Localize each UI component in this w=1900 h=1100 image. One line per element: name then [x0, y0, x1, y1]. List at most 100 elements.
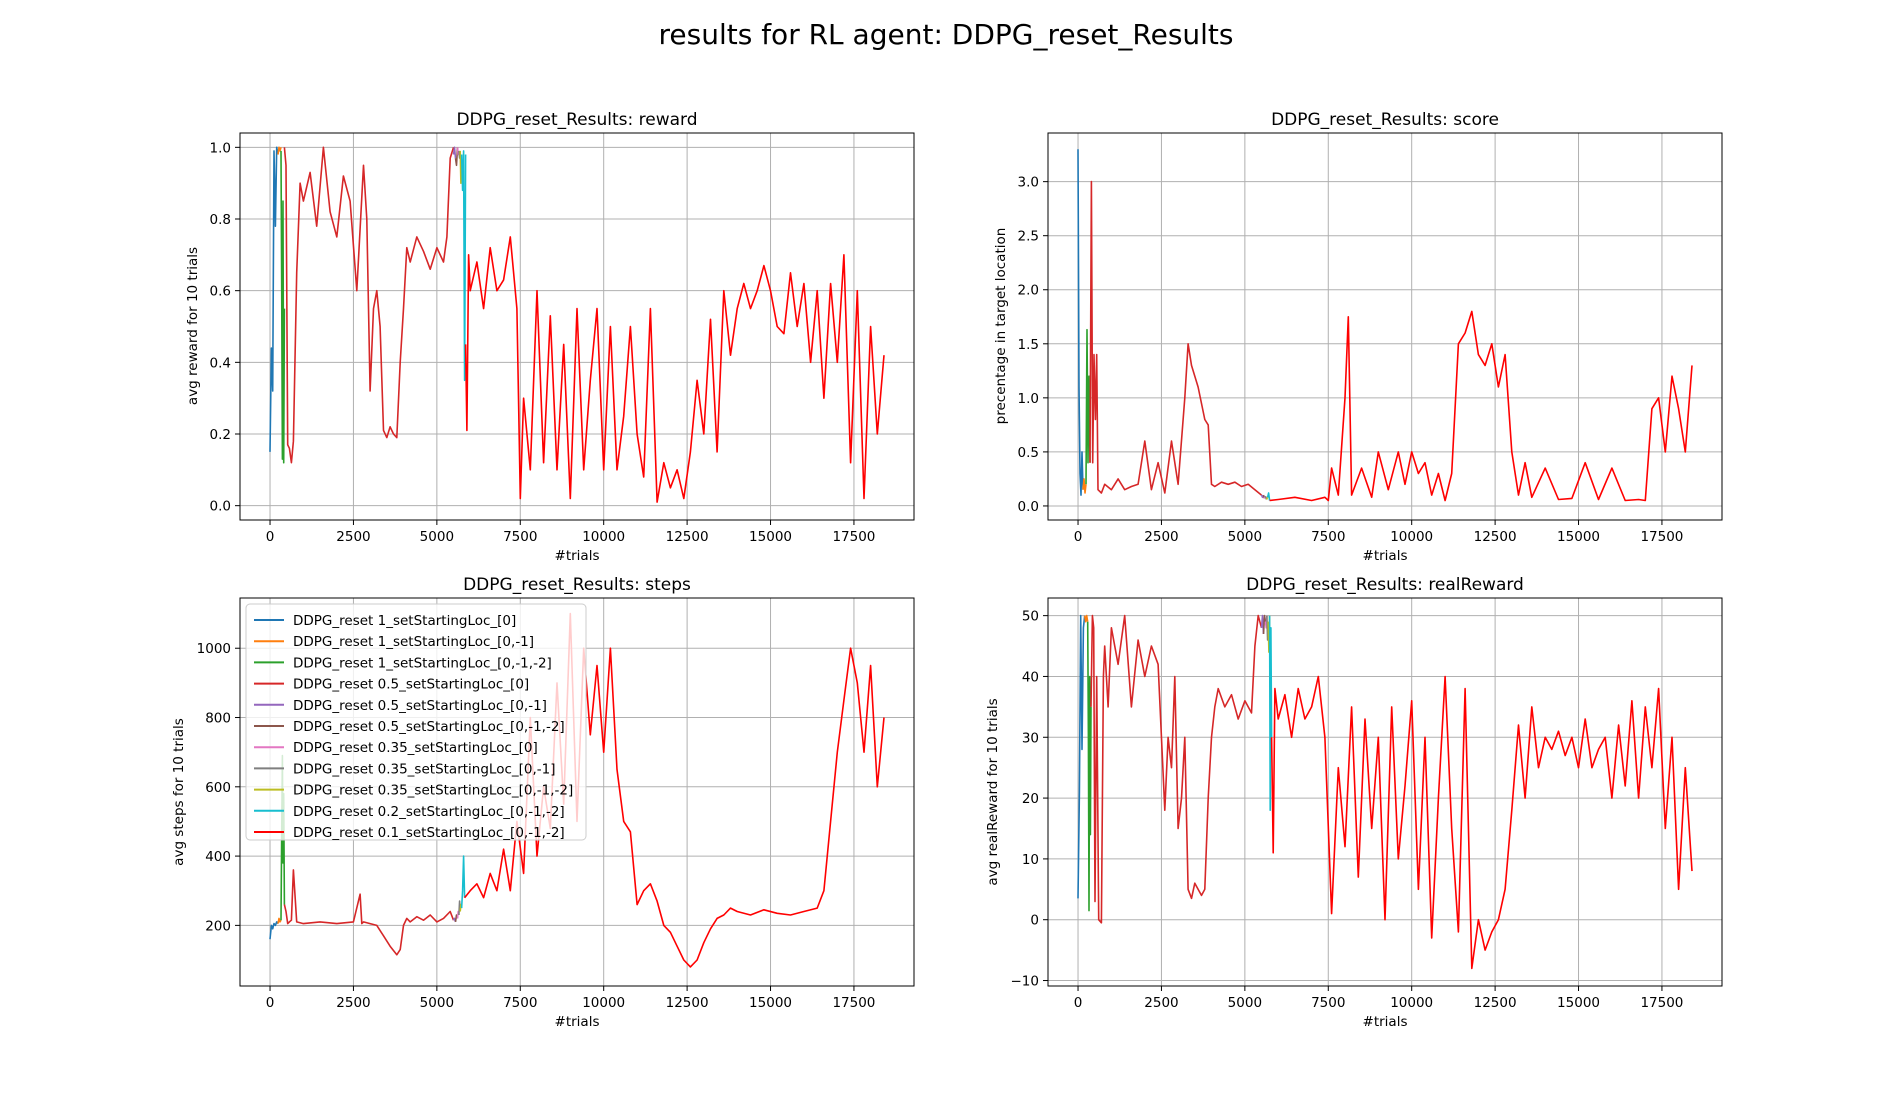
series-line — [1077, 614, 1086, 899]
x-tick-label: 10000 — [582, 995, 625, 1011]
series-line — [1266, 492, 1271, 501]
legend-label: DDPG_reset 0.35_setStartingLoc_[0,-1,-2] — [293, 783, 573, 799]
x-tick-label: 2500 — [336, 529, 370, 545]
legend-label: DDPG_reset 0.35_setStartingLoc_[0,-1] — [293, 761, 556, 777]
realreward-axes-frame — [1047, 597, 1723, 987]
y-tick-label: 2.0 — [1018, 283, 1039, 299]
series-line — [1086, 621, 1092, 912]
legend-label: DDPG_reset 1_setStartingLoc_[0,-1] — [293, 634, 534, 650]
x-tick-label: 10000 — [1390, 995, 1433, 1011]
x-tick-label: 7500 — [1311, 995, 1345, 1011]
series-line — [280, 150, 286, 464]
x-tick-label: 5000 — [1228, 995, 1262, 1011]
y-tick-label: 600 — [205, 780, 231, 796]
steps-ticks: 0 2500 5000 7500 10000 12500 15000 17500 200 400 6… — [197, 641, 876, 1011]
series-line — [1083, 614, 1089, 623]
x-tick-label: 12500 — [1474, 995, 1517, 1011]
reward-lines — [269, 146, 885, 503]
subplot-steps: 0 2500 5000 7500 10000 12500 15000 17500 200 400 6… — [171, 575, 915, 1030]
legend-label: DDPG_reset 1_setStartingLoc_[0] — [293, 613, 516, 629]
realreward-grid — [1048, 598, 1722, 986]
realreward-chart-title: DDPG_reset_Results: realReward — [1246, 575, 1524, 595]
x-tick-label: 7500 — [503, 529, 537, 545]
y-tick-label: 40 — [1022, 669, 1039, 685]
series-line — [1089, 180, 1263, 496]
score-chart-title: DDPG_reset_Results: score — [1271, 110, 1499, 130]
series-line — [460, 855, 466, 909]
series-line — [1269, 310, 1693, 502]
x-tick-label: 2500 — [1144, 995, 1178, 1011]
series-line — [269, 921, 279, 940]
y-tick-label: 1.0 — [1018, 391, 1039, 407]
reward-chart-title: DDPG_reset_Results: reward — [456, 110, 697, 130]
realreward-ticks: 0 2500 5000 7500 10000 12500 15000 17500 −10 0 10 2… — [1011, 609, 1684, 1011]
x-tick-label: 10000 — [1390, 529, 1433, 545]
x-tick-label: 7500 — [1311, 529, 1345, 545]
x-tick-label: 15000 — [749, 529, 792, 545]
y-tick-label: 0.4 — [210, 355, 231, 371]
score-x-axis-label: #trials — [1363, 548, 1408, 564]
series-line — [464, 236, 885, 503]
legend-label: DDPG_reset 0.35_setStartingLoc_[0] — [293, 740, 538, 756]
y-tick-label: 0.2 — [210, 427, 231, 443]
series-line — [1090, 614, 1263, 924]
x-tick-label: 5000 — [1228, 529, 1262, 545]
y-tick-label: 400 — [205, 849, 231, 865]
legend-label: DDPG_reset 1_setStartingLoc_[0,-1,-2] — [293, 655, 552, 671]
legend-label: DDPG_reset 0.1_setStartingLoc_[0,-1,-2] — [293, 825, 565, 841]
y-tick-label: 0.0 — [210, 499, 231, 515]
x-tick-label: 5000 — [420, 995, 454, 1011]
legend-label: DDPG_reset 0.5_setStartingLoc_[0] — [293, 677, 529, 693]
legend-label: DDPG_reset 0.5_setStartingLoc_[0,-1] — [293, 698, 547, 714]
score-lines — [1077, 149, 1693, 502]
x-tick-label: 0 — [1074, 529, 1083, 545]
y-tick-label: 10 — [1022, 852, 1039, 868]
series-line — [1265, 496, 1269, 500]
y-tick-label: 200 — [205, 918, 231, 934]
y-tick-label: 1.5 — [1018, 337, 1039, 353]
series-line — [1085, 328, 1091, 485]
series-line — [1262, 614, 1267, 634]
series-line — [277, 917, 282, 924]
y-tick-label: 0.0 — [1018, 499, 1039, 515]
y-tick-label: 3.0 — [1018, 175, 1039, 191]
steps-x-axis-label: #trials — [555, 1014, 600, 1030]
subplot-reward: 0 2500 5000 7500 10000 12500 15000 17500 0.0 0.2 0… — [185, 110, 915, 564]
series-line — [283, 146, 455, 464]
y-tick-label: 0.5 — [1018, 445, 1039, 461]
realreward-x-axis-label: #trials — [1363, 1014, 1408, 1030]
x-tick-label: 15000 — [1557, 995, 1600, 1011]
figure-title: results for RL agent: DDPG_reset_Results — [659, 18, 1234, 51]
reward-x-axis-label: #trials — [555, 548, 600, 564]
y-tick-label: −10 — [1011, 974, 1040, 990]
steps-chart-title: DDPG_reset_Results: steps — [463, 575, 691, 595]
x-tick-label: 17500 — [1640, 995, 1683, 1011]
y-tick-label: 30 — [1022, 730, 1039, 746]
y-tick-label: 50 — [1022, 609, 1039, 625]
x-tick-label: 17500 — [1640, 529, 1683, 545]
y-tick-label: 2.5 — [1018, 229, 1039, 245]
subplot-score: 0 2500 5000 7500 10000 12500 15000 17500 0.0 0.5 1… — [993, 110, 1723, 564]
y-tick-label: 20 — [1022, 791, 1039, 807]
reward-y-axis-label: avg reward for 10 trials — [185, 247, 201, 405]
x-tick-label: 12500 — [666, 995, 709, 1011]
series-line — [1268, 615, 1273, 812]
steps-legend: DDPG_reset 1_setStartingLoc_[0] DDPG_rese… — [245, 603, 587, 841]
x-tick-label: 15000 — [1557, 529, 1600, 545]
subplot-realreward: 0 2500 5000 7500 10000 12500 15000 17500 −10 0 10 2… — [985, 575, 1723, 1030]
series-line — [454, 147, 459, 167]
y-tick-label: 0.8 — [210, 212, 231, 228]
y-tick-label: 1000 — [197, 641, 231, 657]
x-tick-label: 2500 — [336, 995, 370, 1011]
y-tick-label: 1.0 — [210, 140, 231, 156]
x-tick-label: 17500 — [832, 529, 875, 545]
x-tick-label: 7500 — [503, 995, 537, 1011]
y-tick-label: 800 — [205, 711, 231, 727]
series-line — [269, 146, 279, 452]
legend-label: DDPG_reset 0.2_setStartingLoc_[0,-1,-2] — [293, 804, 565, 820]
series-line — [1270, 675, 1693, 970]
y-tick-label: 0.6 — [210, 284, 231, 300]
realreward-lines — [1077, 614, 1693, 970]
reward-axes-frame — [239, 132, 915, 521]
